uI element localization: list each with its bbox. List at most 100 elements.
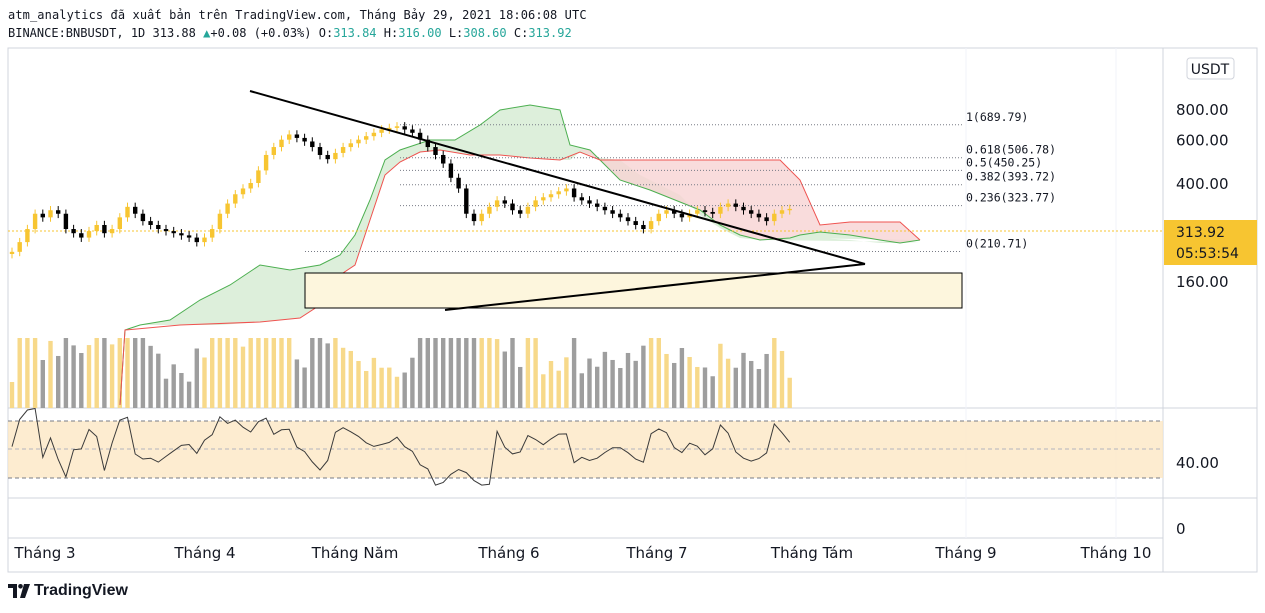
candle-body bbox=[40, 213, 45, 218]
volume-bar bbox=[109, 344, 115, 408]
candle-body bbox=[510, 203, 515, 211]
volume-bar bbox=[710, 376, 715, 408]
rsi-tick-0: 0 bbox=[1176, 520, 1186, 538]
candle-body bbox=[548, 194, 554, 198]
candle-body bbox=[656, 213, 661, 222]
volume-bars bbox=[9, 338, 792, 408]
candle-body bbox=[294, 134, 300, 138]
candle-body bbox=[210, 229, 215, 238]
candle-body bbox=[648, 221, 654, 230]
candle-body bbox=[109, 229, 115, 234]
senkou-span-b bbox=[119, 149, 921, 406]
volume-bar bbox=[179, 373, 184, 408]
volume-bar bbox=[625, 352, 631, 408]
symbol-label: BINANCE:BNBUSDT, 1D bbox=[8, 26, 146, 40]
volume-bar bbox=[741, 352, 746, 408]
candle-body bbox=[695, 210, 700, 214]
candle-body bbox=[348, 143, 353, 148]
price-tick: 400.00 bbox=[1176, 175, 1229, 193]
candle-body bbox=[710, 211, 715, 214]
month-label: Tháng 9 bbox=[934, 544, 996, 562]
volume-bar bbox=[371, 357, 377, 408]
candle-body bbox=[317, 147, 323, 155]
volume-bar bbox=[202, 357, 207, 408]
price-tick: 800.00 bbox=[1176, 101, 1229, 119]
volume-bar bbox=[425, 338, 430, 408]
volume-bar bbox=[86, 345, 92, 408]
candle-body bbox=[233, 194, 238, 204]
volume-bar bbox=[502, 351, 507, 408]
time-axis: Tháng 3 Tháng 4 Tháng Năm Tháng 6 Tháng 7 Thá… bbox=[13, 544, 1151, 562]
volume-bar bbox=[779, 350, 785, 408]
candle-body bbox=[664, 210, 669, 214]
candle-body bbox=[587, 200, 592, 204]
volume-bar bbox=[587, 358, 592, 408]
volume-bar bbox=[302, 367, 307, 408]
senkou-span-a bbox=[119, 104, 921, 406]
candle-body bbox=[86, 231, 92, 238]
candle-body bbox=[564, 188, 569, 192]
descending-trendline[interactable] bbox=[249, 90, 866, 265]
volume-bar bbox=[171, 364, 176, 408]
volume-bar bbox=[749, 360, 754, 408]
candle-body bbox=[417, 132, 423, 140]
volume-bar bbox=[48, 340, 53, 408]
volume-bar bbox=[518, 366, 523, 408]
candle-body bbox=[741, 206, 746, 211]
volume-bar bbox=[402, 372, 407, 408]
volume-bar bbox=[340, 347, 346, 408]
candle-body bbox=[756, 213, 762, 218]
volume-bar bbox=[479, 338, 484, 408]
candle-body bbox=[610, 210, 615, 214]
candle-body bbox=[479, 213, 484, 222]
volume-bar bbox=[718, 343, 723, 408]
volume-bar bbox=[102, 338, 107, 408]
volume-bar bbox=[641, 345, 646, 408]
candle-body bbox=[194, 237, 199, 243]
month-label: Tháng Tám bbox=[770, 544, 853, 562]
candle-body bbox=[733, 203, 738, 207]
volume-bar bbox=[225, 338, 230, 408]
candle-body bbox=[202, 237, 207, 243]
candle-body bbox=[356, 139, 361, 144]
candle-body bbox=[425, 139, 430, 148]
volume-bar bbox=[279, 338, 284, 408]
currency-badge[interactable] bbox=[1186, 57, 1235, 80]
candle-body bbox=[779, 210, 785, 214]
low-value: 308.60 bbox=[463, 26, 507, 40]
candle-body bbox=[279, 139, 284, 148]
candle-body bbox=[148, 221, 153, 225]
volume-bar bbox=[656, 338, 661, 408]
volume-bar bbox=[263, 338, 269, 408]
candle-body bbox=[325, 154, 330, 160]
volume-bar bbox=[217, 338, 223, 408]
candle-body bbox=[571, 188, 577, 198]
price-tick: 600.00 bbox=[1176, 132, 1229, 150]
fib-label: 1(689.79) bbox=[966, 110, 1028, 124]
volume-bar bbox=[25, 338, 30, 408]
volume-bar bbox=[672, 362, 677, 408]
candle-body bbox=[263, 154, 269, 171]
candle-body bbox=[602, 206, 608, 211]
candle-body bbox=[464, 188, 469, 214]
volume-bar bbox=[379, 367, 384, 408]
candle-body bbox=[94, 224, 99, 232]
candle-body bbox=[579, 197, 584, 201]
candle-body bbox=[618, 213, 623, 218]
ascending-trendline[interactable] bbox=[444, 263, 866, 311]
candle-body bbox=[556, 191, 561, 195]
month-label: Tháng 4 bbox=[173, 544, 235, 562]
candle-body bbox=[240, 188, 246, 195]
volume-bar bbox=[56, 355, 61, 408]
volume-bar bbox=[156, 353, 161, 408]
volume-bar bbox=[494, 339, 500, 408]
volume-bar bbox=[387, 367, 392, 408]
tradingview-logo[interactable]: TradingView bbox=[8, 582, 128, 600]
volume-bar bbox=[433, 338, 438, 408]
current-price-value: 313.92 bbox=[1176, 225, 1225, 241]
volume-bar bbox=[556, 370, 561, 408]
candle-body bbox=[641, 224, 646, 230]
fib-label: 0.618(506.78) bbox=[966, 143, 1056, 157]
candle-body bbox=[502, 200, 507, 204]
